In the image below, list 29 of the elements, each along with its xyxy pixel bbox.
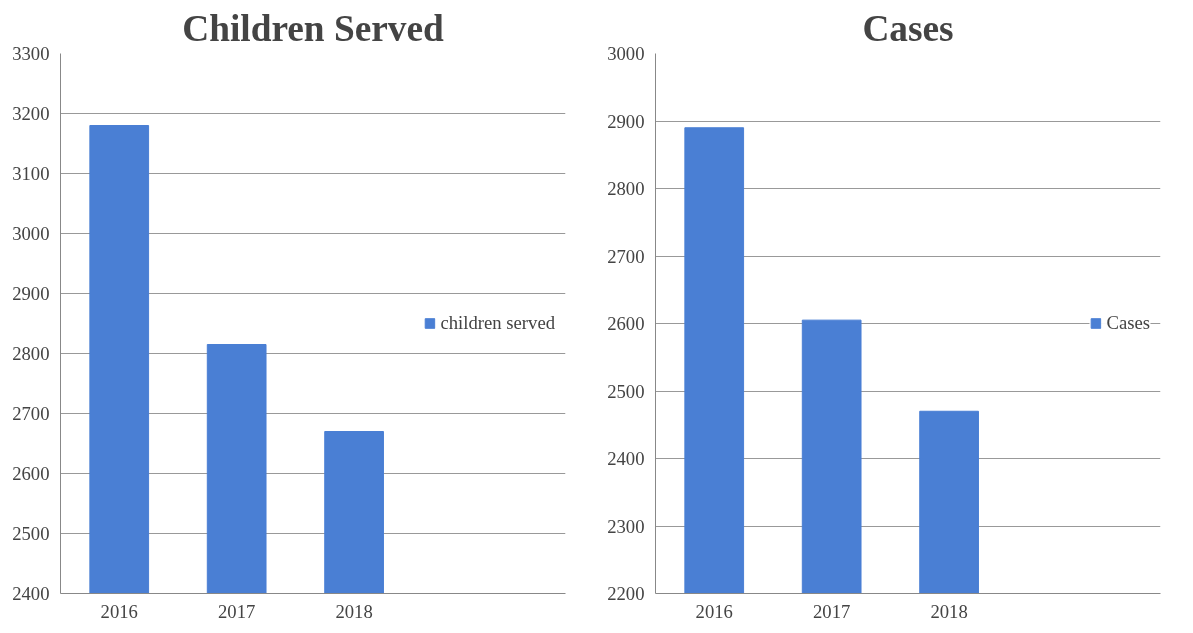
y-tick-label: 2900 (12, 283, 50, 304)
legend-label: Cases (1106, 312, 1150, 334)
x-tick-label: 2017 (218, 600, 256, 622)
y-tick-label: 2700 (607, 245, 645, 267)
y-tick-label: 2600 (607, 313, 645, 334)
chart-title: Children Served (182, 7, 445, 49)
y-tick-label: 3100 (12, 163, 50, 184)
x-tick-label: 2018 (335, 600, 373, 622)
x-tick-label: 2017 (813, 600, 851, 622)
y-tick-label: 2600 (12, 463, 50, 484)
y-tick-label: 2800 (607, 178, 645, 199)
y-tick-label: 3000 (607, 43, 645, 64)
legend-label: children served (440, 312, 555, 334)
y-tick-label: 2400 (607, 448, 645, 469)
y-tick-label: 3000 (12, 223, 50, 244)
y-tick-label: 2300 (607, 515, 645, 537)
y-tick-label: 2800 (12, 343, 50, 364)
x-tick-label: 2016 (695, 600, 733, 622)
y-tick-label: 2400 (12, 583, 50, 604)
y-tick-label: 2200 (607, 583, 645, 604)
y-tick-label: 2500 (12, 523, 50, 544)
y-tick-label: 3200 (12, 103, 50, 124)
chart-title: Cases (862, 7, 954, 49)
y-tick-label: 2900 (607, 110, 645, 132)
y-tick-label: 2700 (12, 403, 50, 424)
x-tick-label: 2018 (930, 600, 968, 622)
y-tick-label: 3300 (12, 43, 50, 64)
x-tick-label: 2016 (100, 600, 138, 622)
y-tick-label: 2500 (607, 380, 645, 402)
